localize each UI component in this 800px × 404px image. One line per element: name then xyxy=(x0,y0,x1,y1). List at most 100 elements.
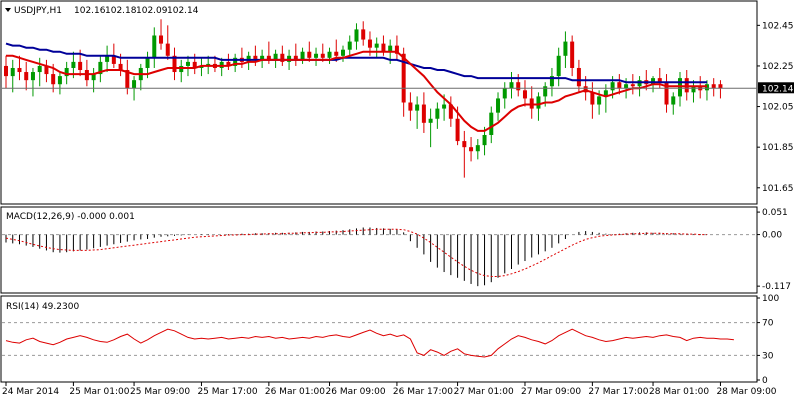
candle xyxy=(239,47,244,68)
candle xyxy=(590,82,595,119)
rsi-tick-label: 0 xyxy=(762,376,768,386)
candle xyxy=(199,57,204,77)
rsi-tick-label: 30 xyxy=(762,351,774,361)
candle xyxy=(327,47,332,64)
price-axis: 102.45 102.25 102.05 101.85 101.65 xyxy=(757,21,794,194)
time-tick-label: 24 Mar 2014 xyxy=(2,387,59,397)
candle xyxy=(556,47,561,87)
candle-body xyxy=(421,104,426,123)
price-candles xyxy=(4,19,723,178)
candle xyxy=(226,53,231,71)
candle xyxy=(307,41,312,62)
time-axis: 24 Mar 2014 25 Mar 01:00 25 Mar 09:00 25 Ma… xyxy=(2,382,777,397)
candle xyxy=(603,84,608,113)
candle xyxy=(361,21,366,46)
time-tick-label: 26 Mar 17:00 xyxy=(393,387,453,397)
candle-body xyxy=(260,55,265,60)
candle-body xyxy=(4,65,8,77)
candle xyxy=(637,76,642,97)
time-tick-label: 27 Mar 09:00 xyxy=(521,387,581,397)
candle-body xyxy=(408,102,413,111)
candle xyxy=(381,35,386,56)
rsi-panel-frame xyxy=(0,295,758,383)
candle-body xyxy=(37,65,42,73)
candle-body xyxy=(159,35,164,44)
candle-body xyxy=(192,61,197,68)
ma-fast-line xyxy=(6,50,707,132)
candle-body xyxy=(253,55,258,60)
macd-panel-frame xyxy=(0,206,758,294)
candle xyxy=(415,96,420,129)
candle-body xyxy=(185,61,190,66)
candle-body xyxy=(442,104,447,109)
price-panel-frame xyxy=(0,0,758,205)
candle-body xyxy=(489,112,494,135)
candle-body xyxy=(64,67,69,77)
macd-title: MACD(12,26,9) -0.000 0.001 xyxy=(6,212,135,222)
candle xyxy=(671,92,676,115)
rsi-tick-label: 70 xyxy=(762,319,774,329)
candle xyxy=(549,67,554,97)
candle xyxy=(435,102,440,129)
candle-body xyxy=(91,74,96,81)
candle xyxy=(684,70,689,101)
candle xyxy=(475,139,480,160)
candle-body xyxy=(287,55,292,62)
candle xyxy=(273,49,278,68)
candle xyxy=(320,43,325,62)
candle xyxy=(394,35,399,60)
macd-tick-label: 0.051 xyxy=(762,208,788,218)
candle xyxy=(408,92,413,121)
price-tick-label: 102.25 xyxy=(762,62,794,72)
price-tick-label: 102.45 xyxy=(762,21,794,31)
candle-body xyxy=(455,118,460,142)
symbol-label: USDJPY,H1 xyxy=(14,6,62,16)
candle xyxy=(125,59,130,95)
candle-body xyxy=(199,65,204,68)
candle-body xyxy=(24,72,29,81)
candle-body xyxy=(462,141,467,148)
candle-body xyxy=(51,74,56,85)
candle-body xyxy=(105,55,110,62)
candle xyxy=(98,55,103,83)
candle-body xyxy=(78,61,83,71)
candle-body xyxy=(536,96,541,109)
candle-body xyxy=(718,84,723,89)
time-tick-label: 25 Mar 01:00 xyxy=(69,387,129,397)
candle-body xyxy=(610,82,615,91)
time-tick-label: 27 Mar 17:00 xyxy=(588,387,648,397)
candle-body xyxy=(233,57,238,66)
candle xyxy=(421,92,426,133)
macd-tick-label: 0.00 xyxy=(762,231,782,241)
candle xyxy=(502,82,507,109)
candle-body xyxy=(630,84,635,87)
candle-body xyxy=(44,65,49,75)
candle xyxy=(522,80,527,107)
candle-body xyxy=(307,51,312,58)
candle xyxy=(24,61,29,91)
candle-body xyxy=(98,61,103,75)
candle-body xyxy=(266,55,271,60)
candle-body xyxy=(367,39,372,48)
candle-body xyxy=(314,53,319,58)
candle-body xyxy=(522,90,527,99)
macd-tick-label: -0.117 xyxy=(762,282,791,292)
candle-body xyxy=(172,55,177,73)
candle xyxy=(165,25,170,60)
candle-body xyxy=(10,67,15,77)
candle-body xyxy=(651,78,656,85)
candle-body xyxy=(475,145,480,152)
candle xyxy=(159,19,164,50)
candle xyxy=(630,74,635,95)
candle xyxy=(374,37,379,58)
candle-body xyxy=(30,72,35,81)
candle xyxy=(253,45,258,66)
current-price-tag: 102.14 xyxy=(758,82,794,94)
candle-body xyxy=(273,53,278,60)
candle xyxy=(704,80,709,101)
candle-body xyxy=(576,67,581,87)
time-tick-label: 25 Mar 17:00 xyxy=(197,387,257,397)
candle xyxy=(678,72,682,107)
